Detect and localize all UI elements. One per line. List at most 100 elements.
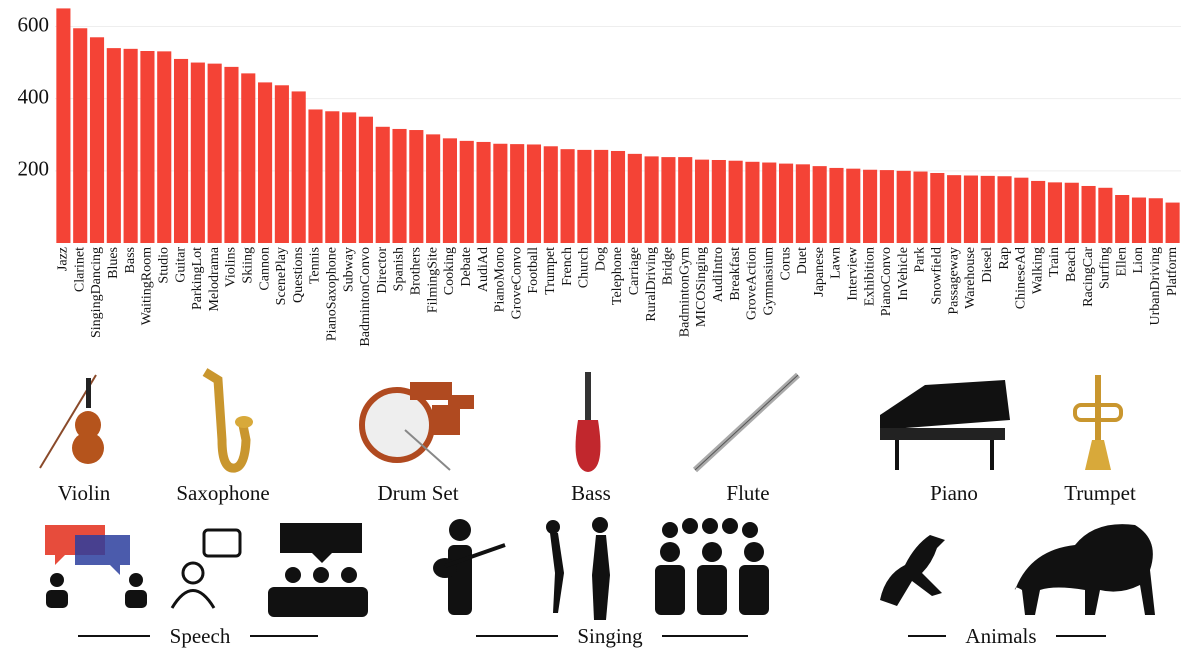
bar <box>661 157 676 243</box>
instrument-label: Trumpet <box>1064 481 1136 505</box>
x-tick-label: Studio <box>156 247 171 284</box>
bar <box>980 175 995 243</box>
bar <box>73 28 88 244</box>
group-label: Singing <box>577 624 643 648</box>
bar <box>947 175 962 243</box>
x-tick-label: Interview <box>846 246 861 301</box>
x-tick-label: Ellen <box>1114 247 1129 277</box>
x-tick-label: MICOSinging <box>694 247 709 327</box>
x-tick-label: Blues <box>106 247 121 279</box>
bar <box>392 128 407 243</box>
bar <box>106 48 121 244</box>
bar <box>762 162 777 243</box>
x-tick-label: Diesel <box>980 247 995 283</box>
bar <box>89 37 105 244</box>
x-tick-label: Beach <box>1064 247 1079 282</box>
y-tick-label: 600 <box>18 12 50 36</box>
bar <box>173 58 189 243</box>
bar <box>342 112 357 243</box>
bar <box>594 149 609 243</box>
x-tick-label: Lion <box>1131 247 1146 273</box>
bar <box>779 163 794 243</box>
bar <box>476 141 491 243</box>
x-tick-label: SingingDancing <box>89 247 104 338</box>
x-tick-label: Guitar <box>173 247 188 283</box>
bar <box>157 51 172 243</box>
bar <box>258 82 273 243</box>
speech-icons <box>45 523 368 617</box>
x-tick-label: Melodrama <box>207 246 222 311</box>
x-tick-label: Subway <box>341 247 356 292</box>
bar <box>678 157 693 243</box>
bar <box>610 150 626 243</box>
bar <box>526 144 542 243</box>
bar <box>140 51 155 243</box>
x-tick-label: Snowfield <box>930 247 945 305</box>
x-tick-label: RuralDriving <box>644 247 659 322</box>
x-tick-label: ScenePlay <box>274 247 289 305</box>
bar <box>627 153 642 243</box>
x-tick-label: Bass <box>123 247 138 273</box>
bar <box>711 159 726 243</box>
bar <box>459 140 474 243</box>
group-label: Speech <box>170 624 231 648</box>
x-tick-label: AudiIntro <box>711 247 726 302</box>
bar <box>375 126 390 243</box>
bar <box>879 170 894 243</box>
x-tick-label: PianoSaxophone <box>325 247 340 341</box>
bar <box>325 111 340 243</box>
y-tick-label: 400 <box>18 84 50 108</box>
y-tick-label: 200 <box>18 157 50 181</box>
instrument-label: Saxophone <box>176 481 269 505</box>
bar <box>1047 182 1063 243</box>
instrument-label: Piano <box>930 481 978 505</box>
x-tick-label: GroveAction <box>745 247 760 320</box>
bar <box>1014 177 1029 243</box>
x-tick-label: RacingCar <box>1081 247 1096 307</box>
x-tick-label: Lawn <box>829 247 844 279</box>
bar <box>56 8 71 244</box>
instrument-label: Violin <box>58 481 111 505</box>
bar <box>577 149 592 243</box>
bar <box>1131 197 1147 243</box>
x-tick-label: Telephone <box>610 247 625 305</box>
bar <box>1098 187 1113 243</box>
bass-image <box>575 372 601 472</box>
x-tick-label: Breakfast <box>728 247 743 301</box>
bar <box>1031 180 1046 243</box>
bar <box>1165 202 1180 243</box>
x-tick-label: Japanese <box>812 247 827 297</box>
bar <box>543 146 558 243</box>
x-tick-label: Football <box>526 247 541 294</box>
x-tick-label: PianoMono <box>493 247 508 312</box>
bar <box>913 171 928 243</box>
bar <box>1115 195 1130 243</box>
x-tick-label: Skiing <box>240 247 255 284</box>
bar <box>190 62 205 243</box>
bar <box>442 138 457 243</box>
bar <box>728 160 743 243</box>
bar <box>493 143 508 243</box>
bar <box>997 176 1012 243</box>
bar <box>694 159 710 243</box>
x-tick-label: Corus <box>778 247 793 280</box>
x-tick-label: Cannon <box>257 247 272 291</box>
bar <box>1148 198 1163 243</box>
x-tick-label: Violins <box>224 247 239 287</box>
bar <box>560 149 575 243</box>
x-tick-label: Passageway <box>946 247 961 315</box>
saxophone-image <box>202 368 253 473</box>
instrument-label: Bass <box>571 481 611 505</box>
x-tick-label: Spanish <box>392 247 407 291</box>
bar <box>644 156 659 243</box>
bar <box>745 161 760 243</box>
x-tick-label: PianoConvo <box>879 247 894 316</box>
x-tick-label: Cooking <box>442 247 457 295</box>
bar <box>291 91 306 243</box>
bar <box>812 166 827 243</box>
x-tick-label: InVehicle <box>896 247 911 301</box>
violin-image <box>39 374 104 469</box>
x-tick-label: BadmintonConvo <box>358 247 373 347</box>
x-tick-label: UrbanDriving <box>1148 247 1163 326</box>
